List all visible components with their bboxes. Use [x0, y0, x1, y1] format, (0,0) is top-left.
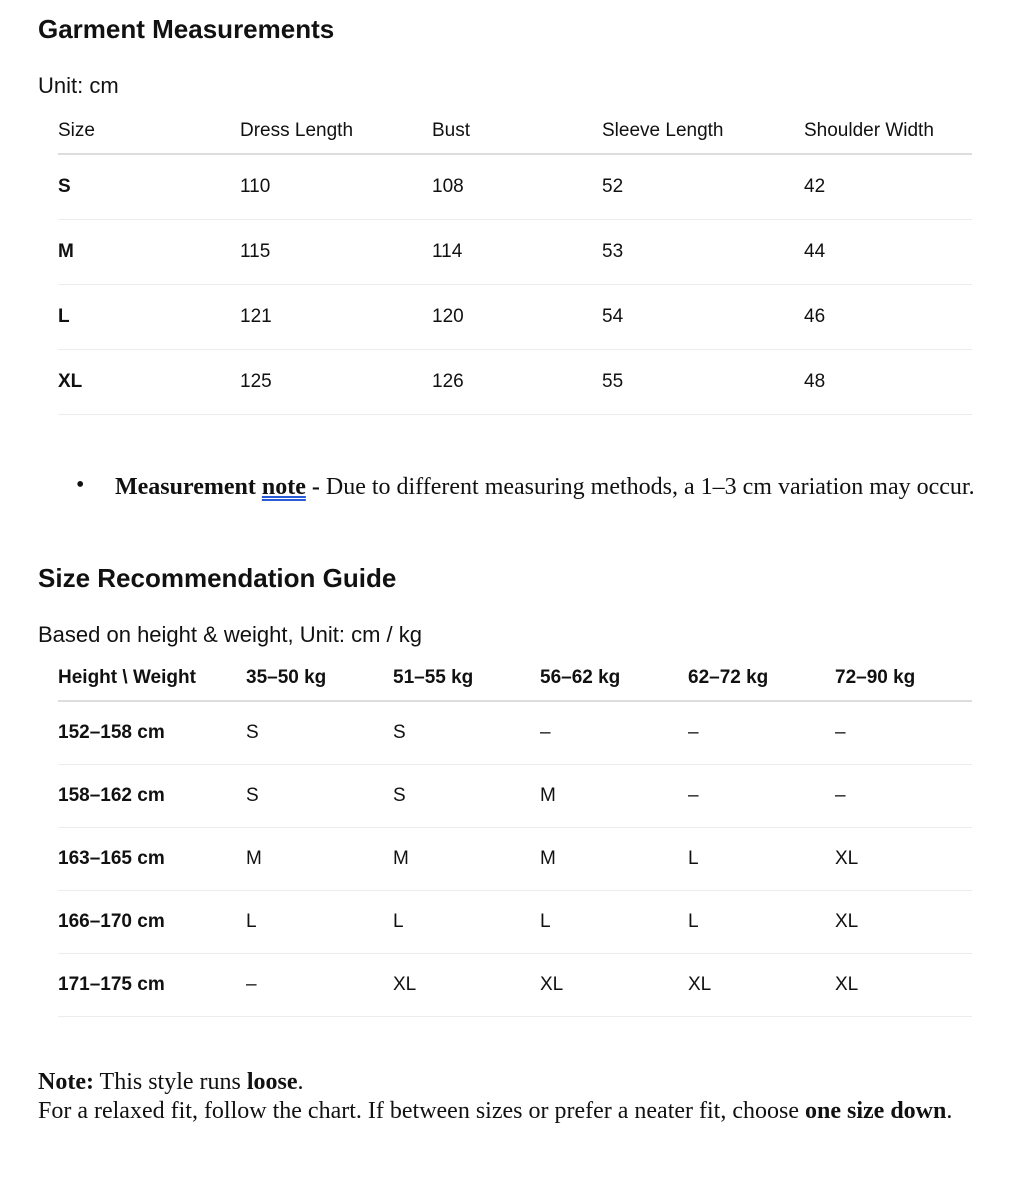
table-cell: L	[540, 911, 551, 932]
guide-table: Height \ Weight 35–50 kg 51–55 kg 56–62 kg 6…	[58, 656, 972, 1017]
table-cell: 55	[602, 371, 624, 392]
column-header: Shoulder Width	[804, 119, 934, 141]
table-cell: 126	[432, 371, 464, 392]
table-cell: –	[688, 722, 699, 743]
table-cell: M	[540, 785, 556, 806]
table-cell: 54	[602, 306, 624, 327]
table-header-row: Height \ Weight 35–50 kg 51–55 kg 56–62 kg 6…	[58, 656, 972, 702]
table-row: 166–170 cm L L L L XL	[58, 891, 972, 954]
table-row: 163–165 cm M M M L XL	[58, 828, 972, 891]
table-cell: 53	[602, 241, 624, 262]
column-header: 51–55 kg	[393, 667, 474, 688]
column-header: Height \ Weight	[58, 667, 196, 688]
table-cell: 120	[432, 306, 464, 327]
table-cell: 108	[432, 176, 464, 197]
table-cell: 163–165 cm	[58, 848, 165, 869]
table-cell: XL	[835, 911, 859, 932]
table-cell: 125	[240, 371, 272, 392]
table-cell: L	[58, 306, 70, 327]
measurement-note: Measurement note - Due to different meas…	[115, 474, 975, 500]
table-cell: L	[688, 911, 699, 932]
table-row: L 121 120 54 46	[58, 285, 972, 350]
table-cell: 46	[804, 306, 826, 327]
table-row: 152–158 cm S S – – –	[58, 702, 972, 765]
table-cell: 110	[240, 176, 271, 197]
table-cell: XL	[688, 974, 712, 995]
table-header-row: Size Dress Length Bust Sleeve Length Shoulde…	[58, 108, 972, 155]
garment-unit: Unit: cm	[38, 73, 119, 98]
table-cell: 114	[432, 241, 463, 262]
column-header: 56–62 kg	[540, 667, 621, 688]
table-cell: 48	[804, 371, 826, 392]
table-row: XL 125 126 55 48	[58, 350, 972, 415]
table-cell: S	[246, 722, 259, 743]
table-cell: M	[540, 848, 556, 869]
table-cell: L	[688, 848, 699, 869]
table-row: 158–162 cm S S M – –	[58, 765, 972, 828]
table-cell: XL	[540, 974, 564, 995]
guide-unit: Based on height & weight, Unit: cm / kg	[38, 622, 422, 647]
table-cell: 152–158 cm	[58, 722, 165, 743]
table-cell: S	[246, 785, 259, 806]
table-cell: XL	[835, 848, 859, 869]
table-cell: S	[393, 722, 406, 743]
table-cell: XL	[58, 371, 83, 392]
table-cell: L	[246, 911, 257, 932]
table-cell: –	[835, 785, 846, 806]
note-word: note	[261, 474, 306, 500]
garment-table: Size Dress Length Bust Sleeve Length Shoulde…	[58, 108, 972, 415]
bullet-icon: •	[76, 472, 85, 498]
table-cell: 42	[804, 176, 826, 197]
table-cell: XL	[835, 974, 859, 995]
table-row: S 110 108 52 42	[58, 155, 972, 220]
column-header: Sleeve Length	[602, 119, 724, 141]
table-cell: 171–175 cm	[58, 974, 165, 995]
table-cell: S	[58, 176, 71, 197]
table-cell: 121	[240, 306, 272, 327]
table-cell: 166–170 cm	[58, 911, 165, 932]
table-cell: –	[246, 974, 257, 995]
column-header: 35–50 kg	[246, 667, 327, 688]
column-header: Size	[58, 119, 95, 141]
column-header: Dress Length	[240, 119, 354, 141]
table-cell: 52	[602, 176, 624, 197]
table-cell: 44	[804, 241, 826, 262]
table-cell: –	[688, 785, 699, 806]
table-cell: XL	[393, 974, 417, 995]
garment-title: Garment Measurements	[38, 14, 335, 44]
column-header: Bust	[432, 119, 471, 141]
column-header: 62–72 kg	[688, 667, 769, 688]
table-row: M 115 114 53 44	[58, 220, 972, 285]
table-cell: M	[246, 848, 262, 869]
table-cell: M	[393, 848, 409, 869]
table-row: 171–175 cm – XL XL XL XL	[58, 954, 972, 1017]
column-header: 72–90 kg	[835, 667, 916, 688]
table-cell: 158–162 cm	[58, 785, 165, 806]
guide-title: Size Recommendation Guide	[38, 563, 397, 593]
fit-note: Note: This style runs loose. For a relax…	[38, 1069, 953, 1124]
table-cell: M	[58, 241, 74, 262]
table-cell: 115	[240, 241, 271, 262]
table-cell: S	[393, 785, 406, 806]
table-cell: –	[835, 722, 846, 743]
table-cell: –	[540, 722, 551, 743]
table-cell: L	[393, 911, 404, 932]
